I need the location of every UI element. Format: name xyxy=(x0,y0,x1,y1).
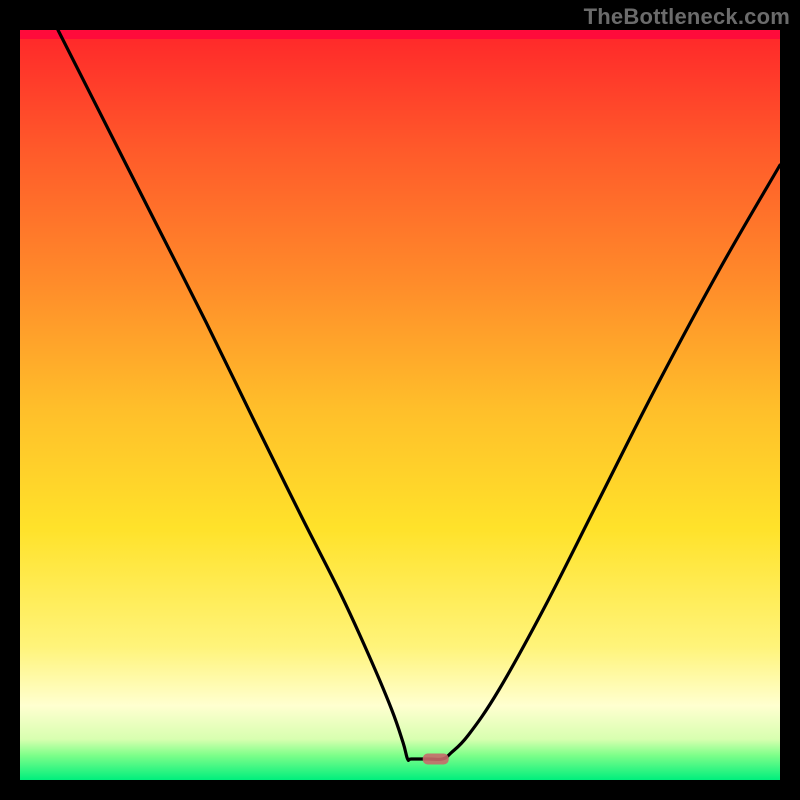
chart-svg xyxy=(20,30,780,780)
watermark-text: TheBottleneck.com xyxy=(584,4,790,30)
chart-frame: TheBottleneck.com xyxy=(0,0,800,800)
chart-top-band xyxy=(20,30,780,39)
chart-gradient-background xyxy=(20,39,780,780)
optimum-marker xyxy=(423,754,449,765)
plot-area xyxy=(20,30,780,780)
